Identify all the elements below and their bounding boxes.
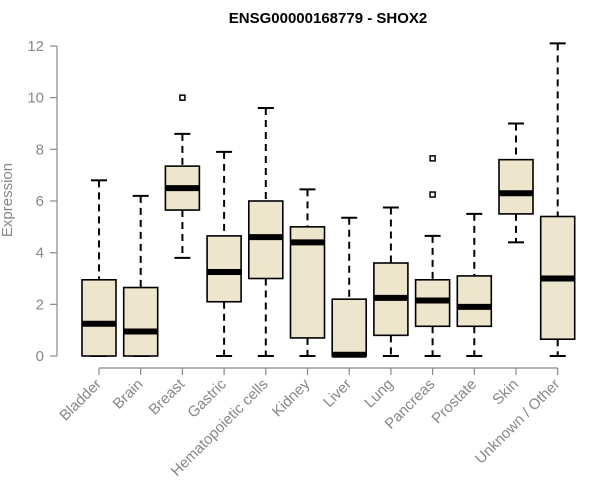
x-tick-label: Prostate — [429, 376, 481, 428]
x-tick-label: Breast — [146, 375, 189, 418]
y-tick-label: 10 — [27, 90, 44, 107]
outlier-point — [429, 191, 436, 198]
x-tick-label: Bladder — [56, 376, 105, 425]
y-axis-label: Expression — [0, 163, 16, 237]
box-bladder — [81, 179, 117, 357]
outlier-point — [429, 155, 436, 162]
box-iqr — [331, 298, 368, 357]
y-axis: 0 2 4 6 8 10 12 — [27, 38, 58, 365]
box-iqr — [289, 226, 326, 339]
y-tick-label: 4 — [36, 245, 44, 262]
box-iqr — [456, 275, 493, 328]
box-kidney — [289, 188, 326, 357]
box-gastric — [206, 150, 242, 357]
box-unknown-other — [539, 42, 576, 357]
y-tick-label: 0 — [36, 348, 44, 365]
box-lung — [373, 206, 409, 357]
box-iqr — [81, 278, 117, 357]
y-tick-label: 6 — [36, 193, 44, 210]
x-tick-label: Lung — [361, 376, 397, 412]
box-iqr — [206, 235, 242, 303]
box-skin — [498, 122, 534, 244]
box-hematopoietic-cells — [248, 107, 284, 357]
box-iqr — [498, 158, 534, 215]
y-tick-label: 2 — [36, 296, 44, 313]
y-tick-label: 8 — [36, 141, 44, 158]
y-tick-label: 12 — [27, 38, 44, 55]
x-tick-label: Kidney — [269, 375, 314, 420]
x-tick-label: Skin — [489, 376, 522, 409]
box-pancreas — [414, 155, 451, 357]
box-breast — [164, 94, 201, 259]
boxes-group — [81, 42, 576, 358]
x-tick-label: Brain — [110, 376, 147, 413]
box-brain — [122, 194, 159, 357]
box-prostate — [456, 212, 493, 357]
outlier-point — [179, 94, 186, 101]
x-tick-label: Liver — [320, 376, 355, 411]
chart-title: ENSG00000168779 - SHOX2 — [229, 10, 427, 27]
box-liver — [331, 216, 368, 358]
box-iqr — [122, 286, 159, 357]
